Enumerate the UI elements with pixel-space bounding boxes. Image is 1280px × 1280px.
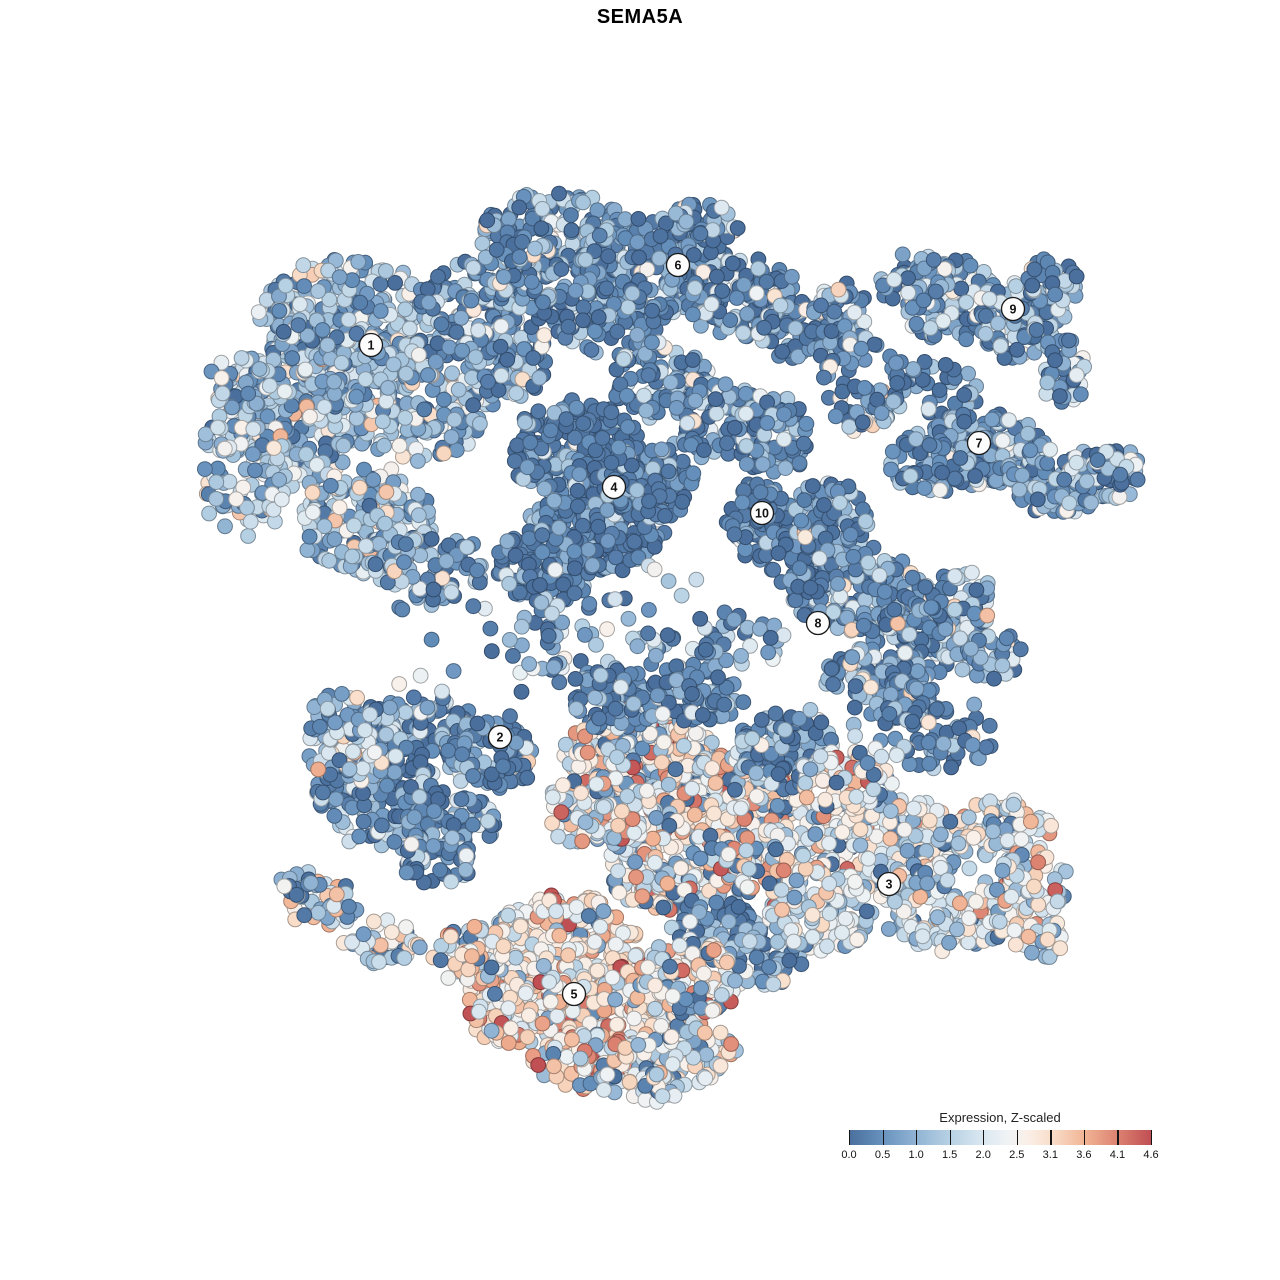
cluster-label-5: 5 — [561, 981, 587, 1007]
legend-tick-label: 2.5 — [1009, 1149, 1025, 1161]
legend-tick-label: 0.5 — [874, 1149, 891, 1161]
points-layer — [197, 185, 1146, 1110]
cluster-label-9: 9 — [1000, 296, 1026, 322]
legend-tick — [1117, 1130, 1119, 1145]
legend-tick — [882, 1130, 884, 1145]
legend-tick — [1151, 1130, 1153, 1145]
cluster-labels-layer: 1 2 3 4 5 6 7 8 9 10 — [358, 252, 1026, 1007]
legend-tick — [1083, 1130, 1086, 1145]
legend-tick — [916, 1130, 918, 1145]
legend-tick-labels: 0.0 0.5 1.0 1.5 2.0 2.5 3.1 3.6 4.1 4.6 — [841, 1149, 1158, 1165]
legend-tick — [949, 1130, 951, 1145]
legend-tick-label: 0.0 — [841, 1149, 857, 1161]
cluster-label-6: 6 — [665, 252, 691, 278]
legend-tick — [1016, 1130, 1018, 1145]
legend-tick-label: 3.6 — [1076, 1149, 1092, 1161]
legend-tick-label: 3.1 — [1042, 1149, 1058, 1161]
cluster-label-7: 7 — [966, 430, 992, 456]
legend-tick-label: 4.6 — [1143, 1149, 1159, 1161]
legend-tick-label: 1.0 — [908, 1149, 924, 1161]
legend-tick-label: 2.0 — [975, 1149, 991, 1161]
expression-legend: Expression, Z-scaled 0.0 0.5 1.0 1.5 2.0 2.5 3… — [841, 1110, 1158, 1165]
page-title: SEMA5A — [596, 6, 684, 28]
cluster-label-1: 1 — [358, 332, 384, 358]
cluster-label-8: 8 — [805, 610, 831, 636]
cluster-label-10: 10 — [749, 500, 775, 526]
cluster-label-4: 4 — [601, 474, 627, 500]
legend-tick — [849, 1130, 851, 1145]
legend-tick — [983, 1130, 985, 1145]
cluster-label-2: 2 — [487, 724, 513, 750]
legend-colorbar — [849, 1130, 1153, 1145]
cluster-label-3: 3 — [876, 871, 902, 897]
legend-tick — [1050, 1130, 1052, 1145]
legend-tick-label: 4.1 — [1109, 1149, 1126, 1161]
legend-title: Expression, Z-scaled — [939, 1110, 1061, 1125]
legend-tick-label: 1.5 — [942, 1149, 958, 1161]
